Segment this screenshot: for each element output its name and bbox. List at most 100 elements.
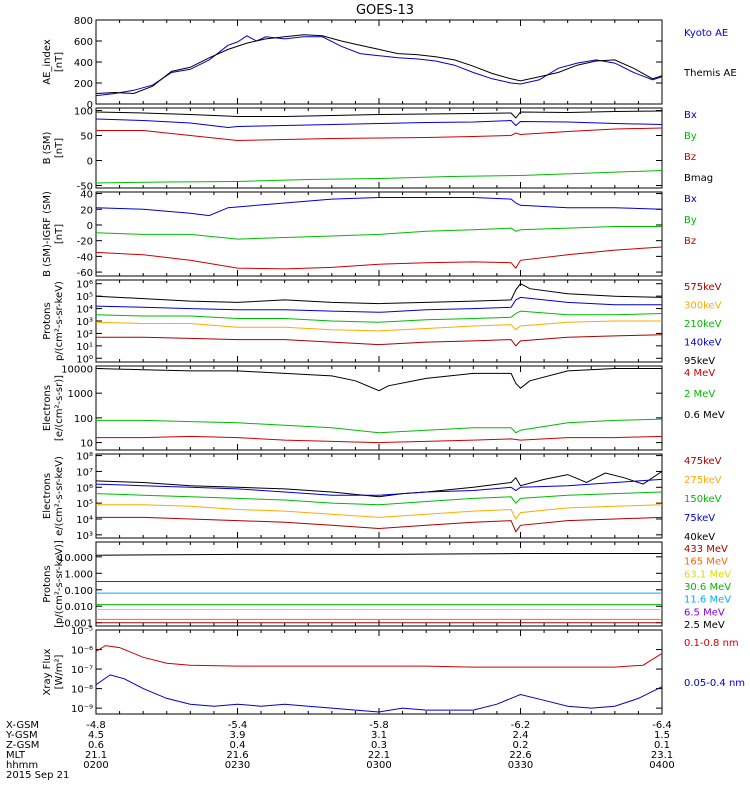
x-axis-tick-value: 0.2 xyxy=(513,740,529,751)
y-axis-title: p/(cm²-s-sr-keV) xyxy=(54,281,65,361)
legend-entry: 4 MeV xyxy=(684,368,715,379)
panel-frame xyxy=(95,19,663,105)
x-axis-tick-value: 0230 xyxy=(225,760,250,771)
series-line-210kev xyxy=(96,310,662,323)
x-axis-tick-value: 0.1 xyxy=(654,740,670,751)
legend-entry: 0.6 MeV xyxy=(684,410,725,421)
legend-entry: Themis AE xyxy=(683,68,737,79)
series-line-by xyxy=(96,226,662,240)
y-axis-title: B (SM) xyxy=(42,131,53,164)
y-tick-label: 10⁴ xyxy=(76,305,93,316)
panel-bsm: 100 50 0 -50 B (SM) [nT] Bx By Bz Bmag xyxy=(42,107,713,193)
y-axis-title: [nT] xyxy=(54,52,65,72)
y-tick-label: 10⁵ xyxy=(76,292,93,303)
y-tick-label: 0 xyxy=(87,100,93,111)
x-axis-tick-value: 22.1 xyxy=(368,750,390,761)
x-axis-tick-value: 1.5 xyxy=(654,730,670,741)
legend-entry: 210keV xyxy=(684,319,722,330)
legend-entry: 150keV xyxy=(684,494,722,505)
x-axis-tick-value: 0400 xyxy=(649,760,674,771)
legend-entry: Bz xyxy=(684,152,696,163)
y-axis-title: [p/(cm²-s-sr-keV)] xyxy=(54,540,65,628)
panel-frame xyxy=(95,279,663,363)
x-axis-tick-value: 4.5 xyxy=(88,730,104,741)
y-tick-label: 10³ xyxy=(76,317,93,328)
y-tick-label: 100 xyxy=(74,107,93,118)
y-tick-label: 10.000 xyxy=(58,553,93,564)
y-axis-title: B (SM)-IGRF (SM) xyxy=(42,191,53,277)
legend-entry: 95keV xyxy=(684,356,715,367)
y-axis-title: e/(cm²-s-sr-keV) xyxy=(54,456,65,536)
y-tick-label: 0.001 xyxy=(64,619,93,630)
y-tick-label: 10⁰ xyxy=(76,354,93,365)
series-line-themis-ae xyxy=(96,34,662,95)
y-tick-label: -40 xyxy=(77,252,93,263)
y-axis-title: [e/(cm²-s-sr)] xyxy=(54,375,65,441)
series-line-2-mev xyxy=(96,418,662,434)
legend-entry: 275keV xyxy=(684,475,722,486)
x-axis-row-label: hhmm xyxy=(6,760,38,771)
series-line-bmag xyxy=(96,110,662,119)
series-line-300kev xyxy=(96,320,662,332)
legend-entry: By xyxy=(684,131,697,142)
legend-entry: 75keV xyxy=(684,513,715,524)
panel-electrons_kev: 10⁸ 10⁷ 10⁶ 10⁵ 10⁴ 10³ Electrons e/(cm²-s-sr-k… xyxy=(42,452,722,543)
series-line-kyoto-ae xyxy=(96,35,662,97)
y-tick-label: 10⁷ xyxy=(76,467,93,478)
y-tick-label: 0.100 xyxy=(64,586,93,597)
legend-entry: 2 MeV xyxy=(684,389,715,400)
legend-entry: 11.6 MeV xyxy=(684,595,731,606)
y-tick-label: 10⁶ xyxy=(76,483,93,494)
y-tick-label: 10⁻⁷ xyxy=(71,665,93,676)
y-axis-title: Protons xyxy=(42,565,53,602)
y-tick-label: 10³ xyxy=(76,531,93,542)
y-tick-label: 600 xyxy=(74,37,93,48)
y-tick-label: 0.010 xyxy=(64,602,93,613)
legend-entry: 475keV xyxy=(684,456,722,467)
series-line-0-6-mev xyxy=(96,368,662,392)
legend-entry: Bx xyxy=(684,110,697,121)
y-tick-label: 0 xyxy=(87,221,93,232)
series-line-575kev xyxy=(96,334,662,347)
y-tick-label: -60 xyxy=(77,268,93,279)
y-tick-label: 10² xyxy=(76,329,93,340)
legend-entry: Kyoto AE xyxy=(684,28,728,39)
x-axis-tick-value: 2.4 xyxy=(513,730,529,741)
plot-title: GOES-13 xyxy=(356,3,414,18)
series-line-150kev xyxy=(96,491,662,506)
y-tick-label: 800 xyxy=(74,16,93,27)
panel-frame xyxy=(95,107,663,189)
y-tick-label: 20 xyxy=(80,205,93,216)
y-tick-label: 10⁻⁶ xyxy=(71,646,93,657)
x-axis-tick-value: -5.8 xyxy=(369,720,389,731)
panel-ae: 800 600 400 200 0 AE_index [nT] Kyoto AE Themis … xyxy=(42,16,737,111)
y-tick-label: 10⁴ xyxy=(76,515,93,526)
legend-entry: 300keV xyxy=(684,301,722,312)
legend-entry: 0.1-0.8 nm xyxy=(684,638,739,649)
y-axis-title: AE_index xyxy=(42,39,53,85)
x-axis-tick-value: -4.8 xyxy=(86,720,106,731)
y-axis-title: Electrons xyxy=(42,473,53,519)
y-axis-title: [nT] xyxy=(54,138,65,158)
legend-entry: 0.05-0.4 nm xyxy=(684,678,745,689)
x-axis-tick-value: 3.9 xyxy=(230,730,246,741)
x-axis-tick-value: -5.4 xyxy=(228,720,248,731)
legend-entry: Bz xyxy=(684,236,696,247)
x-axis-tick-value: -6.2 xyxy=(511,720,531,731)
legend-entry: 140keV xyxy=(684,338,722,349)
x-axis-tick-value: -6.4 xyxy=(652,720,672,731)
y-tick-label: 200 xyxy=(74,79,93,90)
legend-entry: 575keV xyxy=(684,282,722,293)
y-tick-label: 10¹ xyxy=(76,342,93,353)
plot-date: 2015 Sep 21 xyxy=(6,770,69,781)
y-tick-label: 10⁸ xyxy=(76,452,93,463)
y-tick-label: 10 xyxy=(80,439,93,450)
series-line-75kev xyxy=(96,478,662,496)
x-axis-tick-value: 0.6 xyxy=(88,740,104,751)
y-tick-label: 10⁻⁵ xyxy=(71,626,93,637)
legend-entry: Bx xyxy=(684,194,697,205)
series-line-95kev xyxy=(96,283,662,305)
legend-entry: 6.5 MeV xyxy=(684,607,725,618)
